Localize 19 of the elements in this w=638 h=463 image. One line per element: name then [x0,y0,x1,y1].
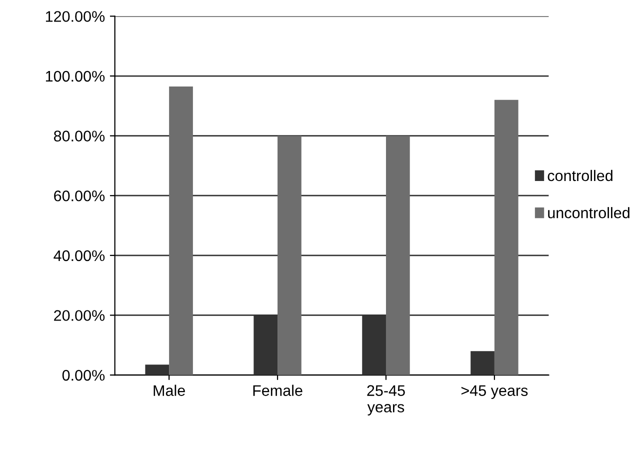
x-tick-label: Male [154,384,185,396]
bar [278,136,302,376]
bar [494,100,518,376]
y-tick-label: 0.00% [62,370,105,381]
y-tick-label: 100.00% [46,70,105,82]
legend-label: controlled [548,170,612,182]
legend-label: uncontrolled [548,207,630,218]
y-tick-label: 40.00% [54,250,105,262]
bar [470,351,494,376]
bar [386,136,410,376]
x-tick-label: Female [253,384,302,396]
bar [169,86,193,376]
y-tick-label: 80.00% [54,130,105,142]
bar [145,364,170,376]
y-tick-label: 120.00% [46,11,105,22]
x-tick-label: 25-45 years [367,385,405,416]
x-tick-label: >45 years [461,385,528,399]
y-tick-label: 60.00% [54,190,105,202]
y-tick-label: 20.00% [54,310,105,321]
